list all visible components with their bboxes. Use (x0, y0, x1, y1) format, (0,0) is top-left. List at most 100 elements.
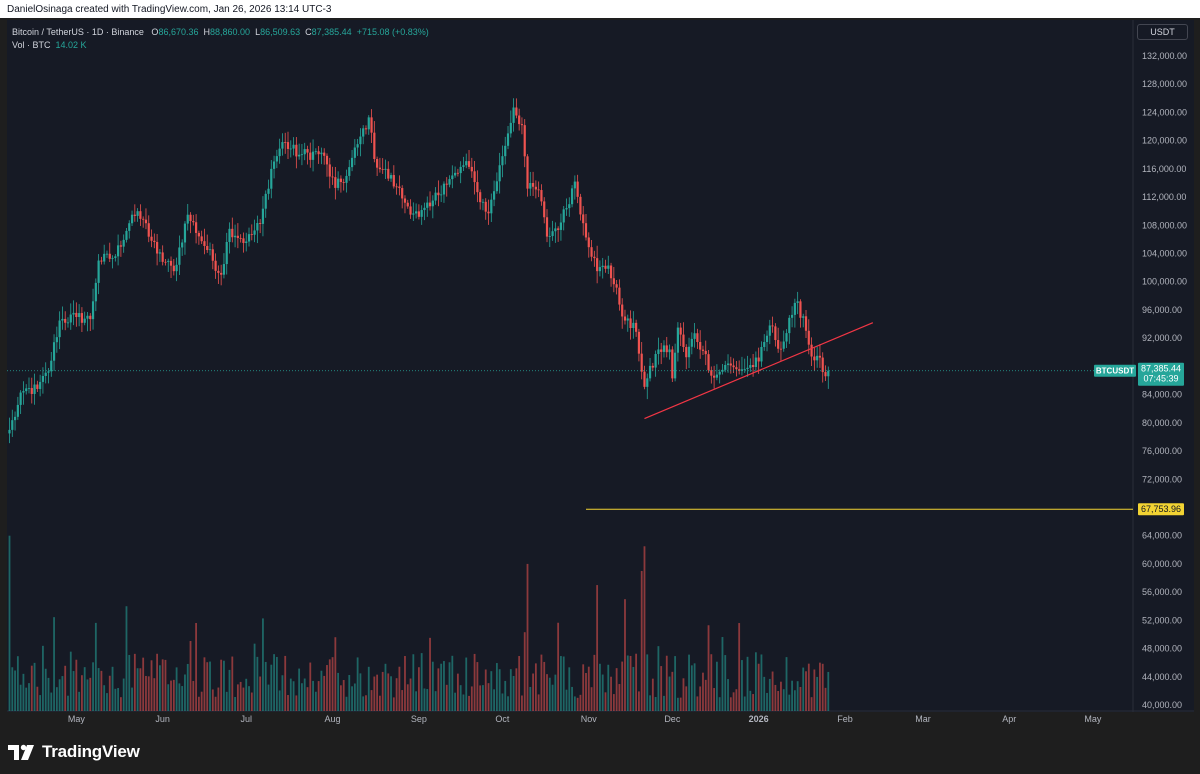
symbol-title[interactable]: Bitcoin / TetherUS · 1D · Binance (12, 27, 144, 37)
x-tick-label: Aug (325, 714, 341, 724)
candle-body (158, 252, 161, 254)
candle-body (687, 346, 691, 358)
volume-label[interactable]: Vol · BTC (12, 40, 51, 50)
volume-bar (189, 641, 192, 711)
candle-body (760, 346, 763, 362)
volume-bar (490, 671, 493, 711)
volume-bar (484, 669, 487, 711)
candle-body (278, 148, 281, 157)
volume-bar (601, 674, 604, 711)
volume-bar (172, 679, 175, 711)
volume-bar (638, 691, 640, 711)
x-tick-label: Nov (581, 714, 598, 724)
support-trendline[interactable] (644, 322, 874, 420)
candle-body (295, 144, 298, 157)
candle-body (562, 209, 565, 223)
currency-button[interactable]: USDT (1137, 24, 1188, 40)
candle-body (506, 133, 510, 146)
volume-bar (507, 696, 509, 711)
candle-body (33, 384, 36, 394)
candle-body (309, 152, 312, 160)
volume-bar (236, 684, 239, 711)
volume-bar (8, 535, 11, 711)
candle-body (91, 301, 95, 320)
price-chart[interactable]: 132,000.00 128,000.00 124,000.00 120,000.00… (0, 0, 1200, 732)
volume-bar (782, 689, 785, 711)
volume-bar (381, 671, 384, 711)
candle-body (387, 168, 390, 179)
candle-body (431, 200, 434, 207)
volume-bar (548, 677, 551, 711)
volume-bar (170, 680, 172, 711)
candle-body (27, 388, 31, 389)
volume-bar (125, 606, 128, 711)
last-price-tag (1138, 362, 1184, 386)
volume-bar (487, 683, 490, 711)
candle-body (746, 367, 749, 369)
candle-body (788, 317, 791, 334)
volume-bar (11, 667, 14, 711)
candle-body (317, 151, 320, 155)
candle-body (362, 128, 365, 137)
volume-bar (250, 692, 253, 711)
candle-body (370, 117, 373, 133)
volume-bar (306, 687, 309, 711)
candle-body (757, 357, 760, 362)
candle-body (36, 384, 39, 389)
candle-body (364, 128, 368, 130)
volume-bar (498, 669, 501, 711)
candle-body (167, 260, 170, 262)
volume-bar (760, 654, 763, 711)
chart-pane[interactable] (7, 20, 1194, 712)
volume-bar (72, 671, 75, 711)
candle-body (476, 182, 479, 193)
candle-body (593, 256, 596, 259)
volume-bar (582, 664, 585, 711)
x-tick-label: Jul (240, 714, 252, 724)
candle-body (8, 429, 11, 434)
candle-body (80, 313, 84, 323)
candle-body (233, 235, 237, 238)
y-tick-label: 80,000.00 (1142, 418, 1182, 428)
candle-body (253, 230, 256, 235)
hline-price-tag (1138, 503, 1184, 516)
candle-body (66, 322, 70, 324)
candle-body (139, 211, 142, 219)
volume-bar (805, 671, 807, 711)
volume-bar (732, 692, 735, 711)
volume-bar (284, 655, 287, 711)
candle-body (442, 183, 446, 195)
volume-bar (28, 683, 30, 711)
volume-bar (248, 686, 250, 711)
volume-bar (161, 659, 164, 711)
volume-bar (342, 680, 345, 711)
candle-body (484, 201, 487, 212)
candle-body (615, 284, 618, 288)
volume-bar (47, 677, 50, 711)
x-tick-label: May (1084, 714, 1102, 724)
tradingview-logo[interactable]: TradingView (8, 742, 140, 762)
volume-bar (25, 687, 28, 711)
candle-body (55, 337, 58, 343)
symbol-tag-box (1094, 364, 1136, 377)
volume-row: Vol · BTC 14.02 K (12, 39, 429, 52)
volume-bar (225, 691, 228, 711)
volume-bar (106, 693, 108, 711)
volume-bar (780, 681, 782, 711)
volume-bar (431, 661, 434, 711)
candle-body (220, 272, 223, 275)
volume-bar (607, 664, 610, 711)
y-tick-label: 116,000.00 (1142, 164, 1186, 174)
volume-bar (44, 668, 47, 711)
candle-body (465, 161, 468, 166)
volume-bar (61, 676, 64, 711)
volume-bar (147, 676, 150, 711)
candle-body (122, 239, 125, 247)
volume-bar (665, 655, 668, 711)
candle-body (434, 192, 437, 201)
volume-bar (813, 669, 816, 711)
symbol-tag-text: BTCUSDT (1096, 367, 1134, 376)
candle-body (128, 223, 131, 231)
candle-body (97, 260, 100, 283)
volume-bar (19, 684, 22, 711)
